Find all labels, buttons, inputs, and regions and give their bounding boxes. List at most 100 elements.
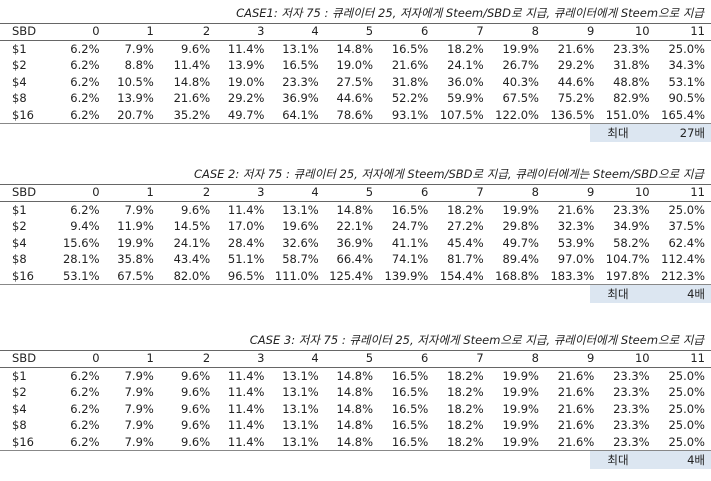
table-cell: 16.5% [282, 58, 319, 72]
table-cell: 29.2% [227, 91, 265, 105]
table-cell: 112.4% [661, 252, 705, 266]
table-cell: 9.6% [180, 41, 211, 56]
table-cell: 29.2% [557, 58, 595, 72]
row-label: $1 [12, 368, 27, 383]
table-cell: 14.8% [336, 418, 374, 432]
table-cell: 7.9% [124, 418, 154, 432]
table-cell: 13.1% [282, 385, 319, 399]
table-cell: 104.7% [605, 252, 650, 266]
column-header: 2 [159, 23, 217, 41]
table-cell: 16.5% [391, 41, 429, 56]
table-row: $8 28.1% 35.8% 43.4% 51.1% 58.7% 66.4% 74.1% 81.… [0, 251, 711, 268]
column-header: 0 [49, 184, 106, 202]
summary-value: 27배 [646, 124, 711, 142]
table-cell: 36.9% [336, 235, 374, 250]
row-label: $8 [12, 418, 27, 432]
column-header: 7 [434, 184, 490, 202]
table-cell: 25.0% [655, 433, 711, 451]
row-label: $4 [12, 74, 27, 89]
table-cell: 43.4% [173, 252, 211, 266]
table-cell: 14.5% [173, 219, 211, 233]
column-header: 11 [655, 23, 711, 41]
column-header: 6 [379, 184, 435, 202]
table-cell: 139.9% [379, 267, 435, 285]
table-cell: 11.4% [227, 401, 265, 416]
table-cell: 13.1% [282, 418, 319, 432]
table-cell: 19.9% [117, 235, 154, 250]
table-cell: 23.3% [613, 202, 650, 217]
table-row: $8 6.2% 13.9% 21.6% 29.2% 36.9% 44.6% 52.2% 59.9… [0, 90, 711, 107]
table-cell: 9.6% [180, 202, 211, 217]
column-header: 9 [544, 350, 601, 368]
table-cell: 59.9% [447, 91, 484, 105]
table-cell: 19.9% [502, 418, 539, 432]
column-header: 4 [270, 184, 325, 202]
row-label: $8 [12, 91, 27, 105]
table-cell: 9.6% [159, 433, 217, 451]
table-cell: 24.7% [391, 219, 429, 233]
summary-label: 최대 [590, 451, 646, 469]
row-label: $2 [12, 219, 27, 233]
table-cell: 19.9% [502, 385, 539, 399]
table-cell: 7.9% [124, 385, 154, 399]
table-cell: 9.6% [180, 418, 211, 432]
table-cell: 6.2% [70, 385, 100, 399]
table-cell: 7.9% [124, 401, 154, 416]
summary-row: 최대 27배 [0, 124, 711, 142]
summary-value: 4배 [646, 285, 711, 303]
table-cell: 21.6% [557, 202, 595, 217]
table-cell: 52.2% [391, 91, 429, 105]
column-header: 5 [324, 184, 380, 202]
table-row: $1 6.2% 7.9% 9.6% 11.4% 13.1% 14.8% 16.5% 18.2% 1… [0, 40, 711, 57]
case-2-section: CASE 2: 저자 75 : 큐레이터 25, 저자에게 Steem/SBD로… [0, 165, 711, 303]
row-label: $4 [12, 401, 27, 416]
table-cell: 14.8% [324, 433, 380, 451]
row-label: $8 [12, 252, 27, 266]
table-cell: 23.3% [600, 433, 656, 451]
column-header: 0 [49, 350, 106, 368]
table-cell: 44.6% [336, 91, 374, 105]
table-cell: 17.0% [227, 219, 265, 233]
table-cell: 6.2% [70, 202, 100, 217]
table-row: $2 9.4% 11.9% 14.5% 17.0% 19.6% 22.1% 24.7% 27.2… [0, 218, 711, 235]
table-row: $4 6.2% 10.5% 14.8% 19.0% 23.3% 27.5% 31.8% 36.0… [0, 74, 711, 91]
table-cell: 197.8% [600, 267, 656, 285]
column-header: 9 [544, 23, 601, 41]
table-cell: 35.8% [117, 252, 154, 266]
summary-label: 최대 [590, 285, 646, 303]
table-cell: 19.9% [502, 401, 539, 416]
column-header: 11 [655, 350, 711, 368]
table-cell: 6.2% [70, 91, 100, 105]
table-cell: 45.4% [447, 235, 484, 250]
table-cell: 6.2% [70, 74, 100, 89]
table-cell: 19.9% [489, 433, 545, 451]
table-cell: 25.0% [668, 368, 705, 383]
table-cell: 151.0% [600, 106, 656, 124]
table-cell: 27.2% [447, 219, 484, 233]
table-cell: 13.9% [227, 58, 265, 72]
table-cell: 11.4% [227, 418, 265, 432]
table-cell: 16.5% [391, 401, 429, 416]
table-cell: 10.5% [117, 74, 154, 89]
table-cell: 36.9% [282, 91, 319, 105]
row-label: $16 [0, 267, 50, 285]
table-cell: 48.8% [613, 74, 650, 89]
column-header: 2 [159, 184, 217, 202]
table-cell: 62.4% [668, 235, 705, 250]
table-cell: 14.8% [336, 368, 374, 383]
table-cell: 21.6% [557, 385, 595, 399]
table-cell: 40.3% [502, 74, 539, 89]
table-cell: 75.2% [557, 91, 595, 105]
column-header: 0 [49, 23, 106, 41]
table-cell: 25.0% [668, 401, 705, 416]
table-cell: 13.1% [282, 41, 319, 56]
table-cell: 6.2% [70, 368, 100, 383]
table-cell: 21.6% [557, 368, 595, 383]
table-cell: 11.4% [227, 41, 265, 56]
table-cell: 23.3% [613, 418, 650, 432]
table-cell: 21.6% [391, 58, 429, 72]
case-table: SBD 0 1 2 3 4 5 6 7 8 9 10 11 $1 6.2% 7.9% 9.6% 11.4% 13.1… [0, 23, 711, 124]
table-row: $16 6.2% 20.7% 35.2% 49.7% 64.1% 78.6% 93.1% 107… [0, 106, 711, 124]
table-cell: 16.5% [391, 418, 429, 432]
table-cell: 9.6% [180, 401, 211, 416]
